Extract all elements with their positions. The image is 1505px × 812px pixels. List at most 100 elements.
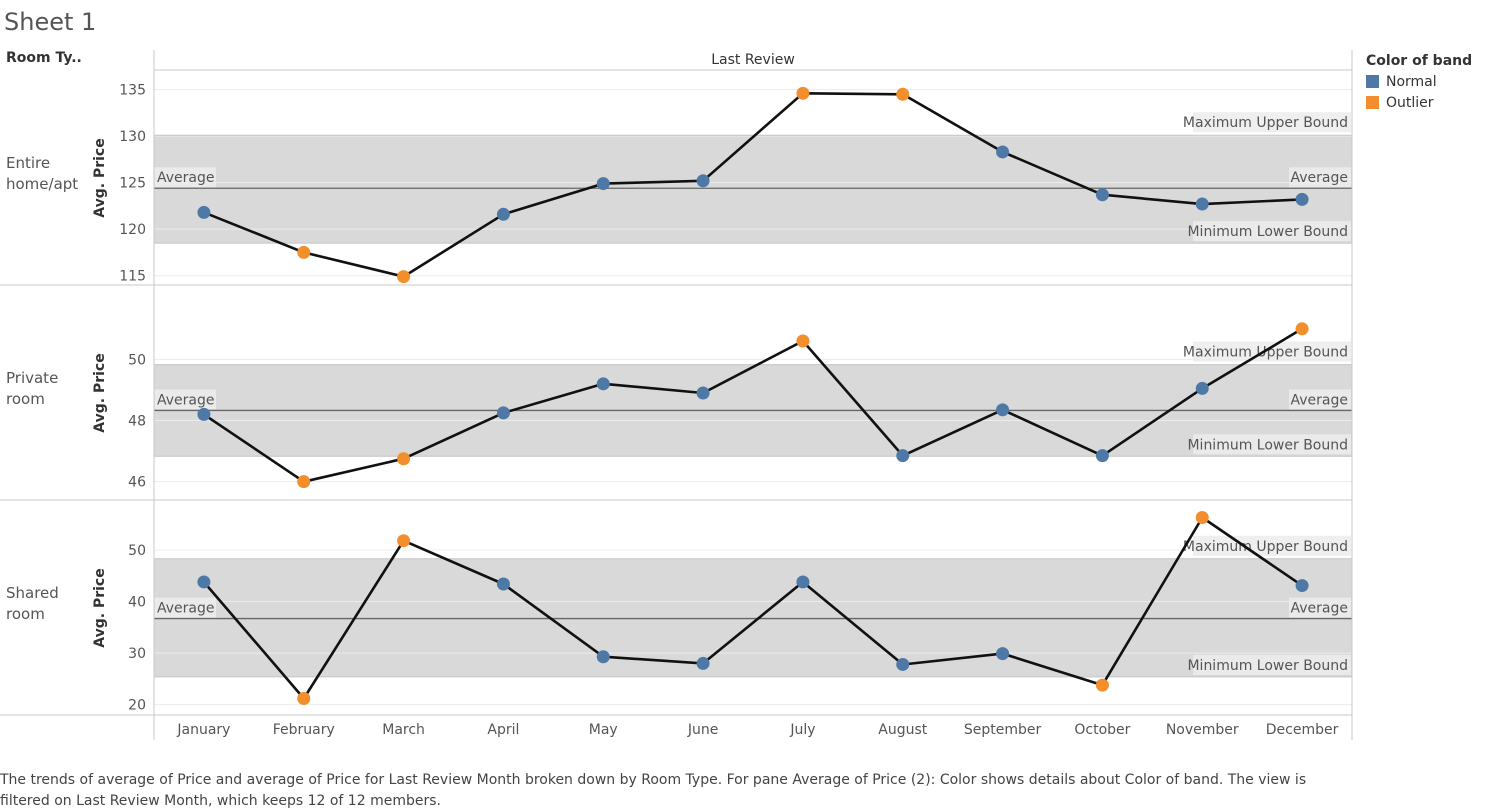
data-point-january[interactable] [197, 205, 211, 219]
data-point-october[interactable] [1095, 449, 1109, 463]
reference-band [154, 558, 1352, 677]
data-point-november[interactable] [1195, 511, 1209, 525]
y-axis-title: Avg. Price [92, 353, 108, 432]
upper-bound-label: Maximum Upper Bound [1183, 539, 1348, 555]
legend-swatch-normal [1366, 75, 1379, 88]
lower-bound-label-bg [1193, 654, 1351, 675]
y-tick-label: 40 [128, 595, 146, 611]
data-point-july[interactable] [796, 575, 810, 589]
data-point-february[interactable] [297, 475, 311, 489]
data-point-february[interactable] [297, 245, 311, 259]
x-tick-label: May [589, 722, 618, 738]
data-point-december[interactable] [1295, 579, 1309, 593]
data-point-september[interactable] [996, 403, 1010, 417]
lower-bound-label: Minimum Lower Bound [1187, 437, 1348, 453]
data-point-may[interactable] [596, 177, 610, 191]
x-tick-label: July [789, 722, 815, 738]
legend-swatch-outlier [1366, 96, 1379, 109]
row-dimension-header[interactable]: Room Ty.. [6, 50, 82, 66]
x-tick-label: March [382, 722, 425, 738]
x-tick-label: October [1074, 722, 1130, 738]
data-point-january[interactable] [197, 575, 211, 589]
average-label-right: Average [1291, 392, 1349, 408]
lower-bound-label-bg [1193, 434, 1351, 455]
series-line [202, 516, 1303, 700]
x-tick-label: December [1266, 722, 1339, 738]
pane-1: 115 120 125 130 135 Avg. Price Entire home/apt A… [0, 83, 1352, 286]
y-tick-label: 46 [128, 475, 146, 491]
average-label-right-bg [1289, 597, 1351, 618]
data-point-march[interactable] [397, 452, 411, 466]
y-tick-label: 30 [128, 646, 146, 662]
data-point-june[interactable] [696, 174, 710, 188]
lower-bound-label: Minimum Lower Bound [1187, 224, 1348, 240]
x-tick-label: November [1166, 722, 1239, 738]
data-point-april[interactable] [496, 406, 510, 420]
data-point-september[interactable] [996, 647, 1010, 661]
y-tick-label: 50 [128, 352, 146, 368]
data-point-july[interactable] [796, 86, 810, 100]
average-label-right: Average [1291, 170, 1349, 186]
lower-bound-label: Minimum Lower Bound [1187, 658, 1348, 674]
data-point-june[interactable] [696, 386, 710, 400]
data-point-august[interactable] [896, 449, 910, 463]
legend-item-outlier[interactable]: Outlier [1366, 92, 1472, 113]
data-point-april[interactable] [496, 577, 510, 591]
pane-3: 20 30 40 50 Avg. Price Shared room Average Avera… [0, 511, 1352, 716]
y-tick-label: 125 [119, 176, 146, 192]
data-point-july[interactable] [796, 334, 810, 348]
lower-bound-label-bg [1193, 221, 1351, 242]
y-tick-label: 48 [128, 414, 146, 430]
data-point-october[interactable] [1095, 678, 1109, 692]
y-axis-title: Avg. Price [92, 568, 108, 647]
average-label-left: Average [157, 392, 215, 408]
data-point-february[interactable] [297, 691, 311, 705]
color-legend[interactable]: Color of band Normal Outlier [1366, 53, 1472, 113]
chart-caption: The trends of average of Price and avera… [0, 772, 1307, 809]
upper-bound-label-bg [1193, 535, 1351, 556]
x-tick-label: June [687, 722, 719, 738]
legend-title: Color of band [1366, 53, 1473, 69]
data-point-october[interactable] [1095, 188, 1109, 202]
upper-bound-label: Maximum Upper Bound [1183, 345, 1348, 361]
average-label-right-bg [1289, 389, 1351, 410]
average-label-left-bg [154, 167, 216, 188]
y-tick-label: 120 [119, 222, 146, 238]
y-tick-label: 135 [119, 83, 146, 99]
data-point-march[interactable] [397, 270, 411, 284]
pane-2: 46 48 50 Avg. Price Private room Average Averag… [0, 322, 1352, 501]
row-label: Shared room [6, 584, 59, 623]
data-point-december[interactable] [1295, 322, 1309, 336]
reference-band [154, 135, 1352, 244]
average-label-left-bg [154, 389, 216, 410]
legend-label-normal: Normal [1386, 73, 1437, 90]
data-point-november[interactable] [1195, 197, 1209, 211]
data-point-august[interactable] [896, 87, 910, 101]
data-point-may[interactable] [596, 650, 610, 664]
data-point-june[interactable] [696, 656, 710, 670]
data-point-september[interactable] [996, 145, 1010, 159]
legend-item-normal[interactable]: Normal [1366, 71, 1472, 92]
data-point-august[interactable] [896, 657, 910, 671]
upper-bound-label-bg [1193, 341, 1351, 362]
data-point-march[interactable] [397, 534, 411, 548]
y-tick-label: 115 [119, 269, 146, 285]
sheet-title: Sheet 1 [4, 8, 97, 36]
data-point-november[interactable] [1195, 381, 1209, 395]
y-axis-title: Avg. Price [92, 138, 108, 217]
x-tick-label: February [273, 722, 335, 738]
upper-bound-label-bg [1193, 112, 1351, 133]
series-line [203, 327, 1303, 484]
y-tick-label: 50 [128, 543, 146, 559]
average-label-left-bg [154, 597, 216, 618]
average-label-left: Average [157, 601, 215, 617]
row-label: Entire home/apt [6, 154, 78, 193]
column-dimension-header[interactable]: Last Review [711, 52, 795, 68]
data-point-april[interactable] [496, 207, 510, 221]
data-point-may[interactable] [596, 377, 610, 391]
average-label-right: Average [1291, 601, 1349, 617]
data-point-december[interactable] [1295, 192, 1309, 206]
x-tick-label: April [487, 722, 519, 738]
data-point-january[interactable] [197, 407, 211, 421]
